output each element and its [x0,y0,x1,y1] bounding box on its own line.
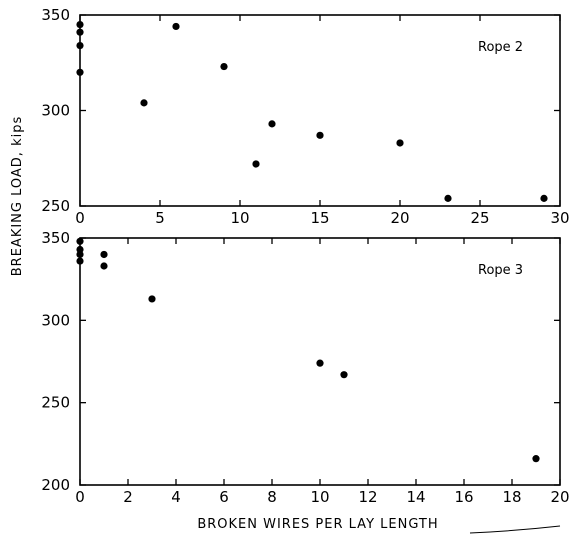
y-tick-label: 350 [41,6,70,24]
x-tick-label: 14 [406,488,425,506]
data-point [340,371,348,379]
data-point [444,194,452,202]
rope-2-panel: 0 2 4 6 8 10 12 14 16 18 20 200 250 300 350 Rope 3 [41,229,569,506]
x-tick-label: 10 [230,209,249,227]
data-point [268,120,276,128]
y-axis-title: BREAKING LOAD, kips [10,116,25,276]
x-tick-label: 20 [550,488,569,506]
data-point [76,250,84,259]
data-point [316,359,324,367]
x-tick-label: 8 [267,488,277,506]
y-tick-label: 300 [41,102,70,120]
x-tick-label: 2 [123,488,133,506]
data-point [76,245,84,254]
x-tick-label: 0 [75,209,85,227]
x-tick-label: 12 [358,488,377,506]
y-tick-label: 350 [41,229,70,247]
data-point [148,295,156,303]
data-point [100,250,108,259]
data-point [76,28,84,36]
data-point [76,41,84,50]
y-tick-label: 250 [41,394,70,412]
data-point [172,22,180,31]
x-tick-label: 10 [310,488,329,506]
rope-1-label: Rope 2 [478,40,523,55]
x-tick-label: 4 [171,488,181,506]
data-point [76,20,84,29]
data-point [76,68,84,76]
y-tick-label: 250 [41,197,70,215]
data-point [76,257,84,265]
decorative-underline [469,525,561,534]
rope-1-panel: 0 5 10 15 20 25 30 250 300 350 Rope 2 [41,6,569,227]
x-tick-label: 30 [550,209,569,227]
x-tick-label: 6 [219,488,229,506]
data-point [140,99,148,107]
rope-2-label: Rope 3 [478,263,523,278]
y-tick-label: 200 [41,476,70,494]
data-point [540,194,548,202]
data-point [252,160,260,168]
x-tick-label: 15 [310,209,329,227]
x-tick-label: 0 [75,488,85,506]
data-point [76,237,84,245]
x-axis-title: BROKEN WIRES PER LAY LENGTH [197,517,438,532]
x-tick-label: 25 [470,209,489,227]
data-point [100,262,108,270]
data-point [532,455,540,463]
data-point [220,62,228,71]
y-tick-label: 300 [41,311,70,329]
x-tick-label: 20 [390,209,409,227]
x-tick-label: 5 [155,209,165,227]
x-tick-label: 16 [454,488,473,506]
data-point [316,131,324,139]
data-point [396,139,404,147]
x-tick-label: 18 [502,488,521,506]
